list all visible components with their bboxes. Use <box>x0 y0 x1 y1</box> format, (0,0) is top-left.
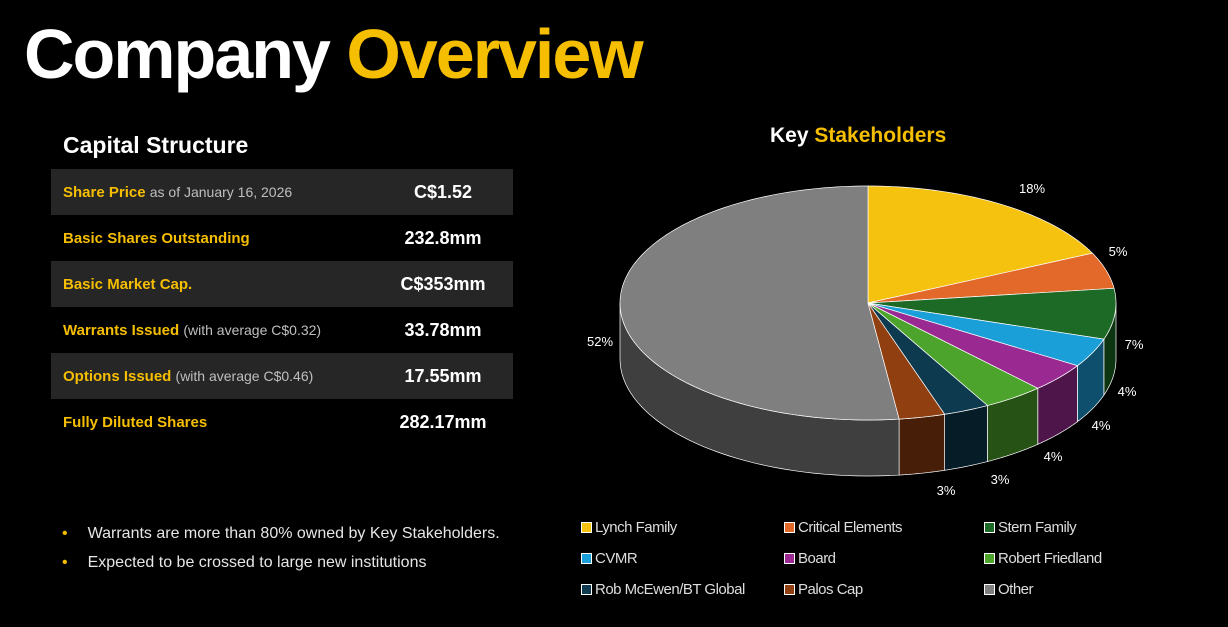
legend-item: Palos Cap <box>784 580 984 599</box>
title-accent: Overview <box>346 15 643 93</box>
table-row: Options Issued (with average C$0.46) 17.5… <box>51 353 513 399</box>
pie-slice <box>867 302 1039 406</box>
legend-label: Stern Family <box>998 519 1077 536</box>
row-label-sub: (with average C$0.32) <box>183 321 322 338</box>
legend-label: Other <box>998 581 1034 598</box>
pie-slice <box>619 185 900 421</box>
pie-slice <box>867 185 1094 304</box>
chart-legend: Lynch Family Critical Elements Stern Famil… <box>581 518 1141 599</box>
pie-slice <box>867 252 1115 304</box>
legend-label: Board <box>798 550 836 567</box>
row-label: Options Issued (with average C$0.46) <box>51 368 373 385</box>
table-row: Warrants Issued (with average C$0.32) 33.… <box>51 307 513 353</box>
row-label-text: Basic Market Cap. <box>63 275 193 293</box>
legend-label: Rob McEwen/BT Global <box>595 581 745 598</box>
bullet-item: • Expected to be crossed to large new ins… <box>62 554 500 572</box>
data-label: 18% <box>1019 181 1045 196</box>
data-label: 52% <box>587 334 613 349</box>
data-label: 5% <box>1109 244 1128 259</box>
pie-slice-side <box>944 405 988 471</box>
row-label-sub: as of January 16, 2026 <box>149 183 293 200</box>
legend-label: CVMR <box>595 550 638 567</box>
page-title: Company Overview <box>24 14 644 94</box>
data-label: 4% <box>1118 384 1137 399</box>
row-label: Basic Market Cap. <box>51 276 373 293</box>
pie-slice <box>867 302 989 415</box>
legend-swatch-icon <box>581 522 592 533</box>
row-label-sub: (with average C$0.46) <box>175 367 314 384</box>
data-label: 3% <box>937 483 956 498</box>
chart-title-accent: Stakeholders <box>814 124 947 147</box>
legend-swatch-icon <box>581 553 592 564</box>
row-label-text: Fully Diluted Shares <box>63 413 208 431</box>
data-label: 7% <box>1125 337 1144 352</box>
bullet-icon: • <box>62 525 68 542</box>
title-main: Company <box>24 15 331 93</box>
legend-label: Palos Cap <box>798 581 863 598</box>
data-label: 4% <box>1092 418 1111 433</box>
pie-slice-side <box>898 413 945 476</box>
data-label: 4% <box>1044 449 1063 464</box>
legend-swatch-icon <box>581 584 592 595</box>
table-row: Fully Diluted Shares 282.17mm <box>51 399 513 445</box>
chart-title: Key Stakeholders <box>770 124 946 148</box>
pie-slice <box>867 302 1105 367</box>
row-value: C$353mm <box>400 273 486 294</box>
legend-item: Critical Elements <box>784 518 984 537</box>
pie-slice <box>867 287 1117 340</box>
legend-label: Robert Friedland <box>998 550 1102 567</box>
legend-swatch-icon <box>984 584 995 595</box>
row-label: Fully Diluted Shares <box>51 414 373 431</box>
row-value: 232.8mm <box>404 227 482 248</box>
row-label: Basic Shares Outstanding <box>51 230 373 247</box>
legend-label: Lynch Family <box>595 519 677 536</box>
data-label: 3% <box>991 472 1010 487</box>
legend-swatch-icon <box>784 584 795 595</box>
capital-structure-title: Capital Structure <box>63 132 249 158</box>
table-row: Basic Shares Outstanding 232.8mm <box>51 215 513 261</box>
row-label: Warrants Issued (with average C$0.32) <box>51 322 373 339</box>
table-row: Share Price as of January 16, 2026 C$1.52 <box>51 169 513 215</box>
bullet-text: Warrants are more than 80% owned by Key … <box>87 525 500 542</box>
chart-title-main: Key <box>770 124 809 147</box>
row-label-text: Warrants Issued <box>63 321 180 339</box>
row-value: C$1.52 <box>413 181 473 202</box>
legend-item: Robert Friedland <box>984 549 1144 568</box>
row-value: 17.55mm <box>404 365 482 386</box>
legend-swatch-icon <box>784 522 795 533</box>
row-label-text: Options Issued <box>63 367 172 385</box>
row-label: Share Price as of January 16, 2026 <box>51 184 373 201</box>
legend-swatch-icon <box>984 522 995 533</box>
bullet-text: Expected to be crossed to large new inst… <box>87 554 427 571</box>
table-row: Basic Market Cap. C$353mm <box>51 261 513 307</box>
legend-item: Rob McEwen/BT Global <box>581 580 784 599</box>
row-value: 33.78mm <box>404 319 482 340</box>
pie-slice <box>867 302 1079 389</box>
bullet-item: • Warrants are more than 80% owned by Key… <box>62 525 500 543</box>
capital-structure-table: Share Price as of January 16, 2026 C$1.52… <box>51 169 513 445</box>
legend-item: Lynch Family <box>581 518 784 537</box>
pie-slice <box>867 302 946 420</box>
row-label-text: Basic Shares Outstanding <box>63 229 250 247</box>
legend-swatch-icon <box>984 553 995 564</box>
row-label-text: Share Price <box>63 183 146 201</box>
row-value: 282.17mm <box>399 411 487 432</box>
legend-item: Board <box>784 549 984 568</box>
legend-swatch-icon <box>784 553 795 564</box>
legend-item: CVMR <box>581 549 784 568</box>
legend-label: Critical Elements <box>798 519 903 536</box>
bullet-icon: • <box>62 554 68 571</box>
legend-item: Stern Family <box>984 518 1144 537</box>
bullet-list: • Warrants are more than 80% owned by Key… <box>62 525 500 583</box>
legend-item: Other <box>984 580 1144 599</box>
